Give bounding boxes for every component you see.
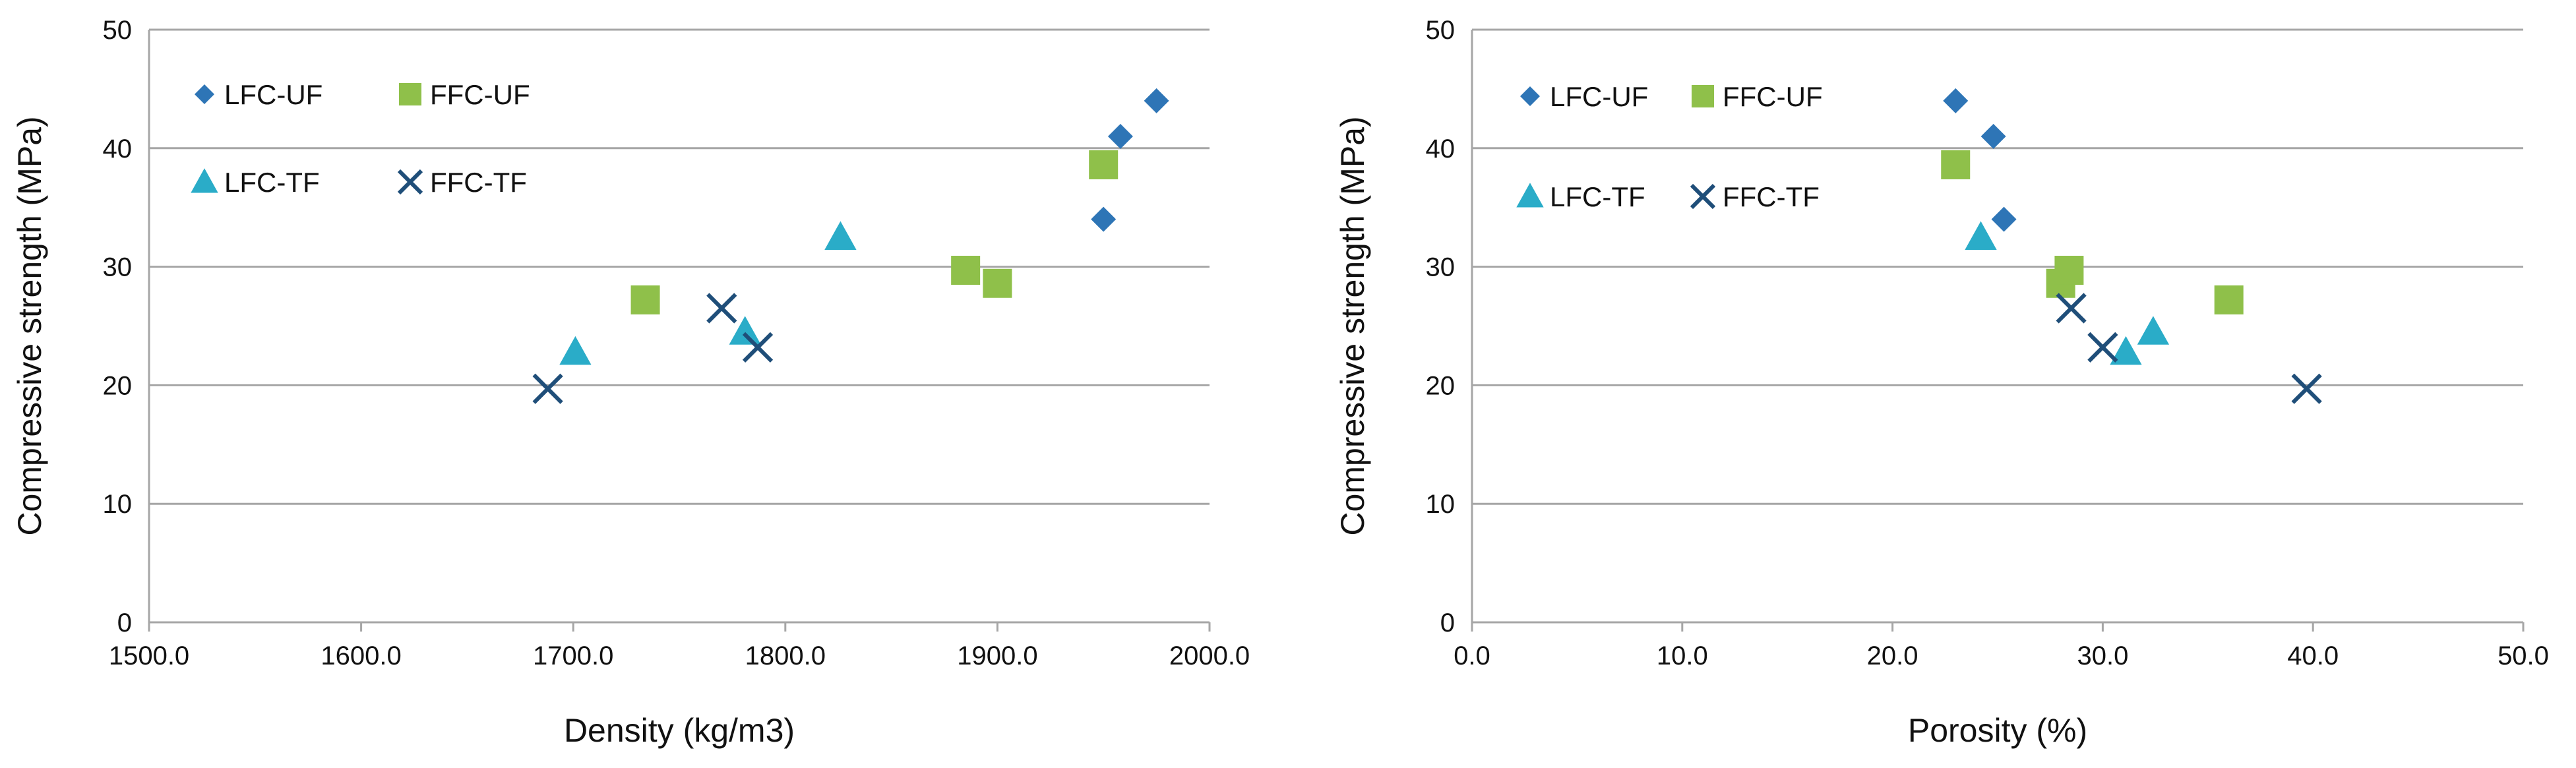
series-lfc-uf xyxy=(1091,88,1169,232)
x-tick-label: 1500.0 xyxy=(109,641,189,670)
legend-marker-ffc-tf xyxy=(397,169,423,195)
data-point-ffc-tf xyxy=(2087,332,2118,363)
data-point-lfc-tf xyxy=(2110,336,2142,365)
data-point-lfc-tf xyxy=(1965,221,1997,250)
y-tick-label: 20 xyxy=(103,371,133,400)
data-point-lfc-tf xyxy=(2137,316,2170,345)
data-point-ffc-uf xyxy=(2054,255,2084,285)
legend-label-ffc-tf: FFC-TF xyxy=(430,167,527,198)
data-point-ffc-uf xyxy=(2214,285,2244,314)
series-ffc-tf xyxy=(2056,293,2322,404)
data-point-ffc-uf xyxy=(983,268,1012,298)
series-lfc-uf xyxy=(1943,88,2017,232)
x-tick-label: 0.0 xyxy=(1454,641,1490,670)
chart-1: 0 10 20 30 40 50 1500.0 1600.0 1700.0 1800.0 1900.… xyxy=(11,16,1250,749)
y-tick-label: 30 xyxy=(1426,253,1456,282)
data-point-ffc-uf xyxy=(951,255,981,285)
y-tick-label: 50 xyxy=(103,16,133,45)
legend-marker-lfc-tf xyxy=(1516,183,1544,208)
data-point-ffc-tf xyxy=(706,293,737,324)
data-point-lfc-uf xyxy=(1943,88,1969,113)
legend-marker-ffc-tf xyxy=(1690,183,1716,210)
y-tick-label: 0 xyxy=(1440,608,1455,637)
legend: LFC-UF FFC-UF LFC-TF FFC-TF xyxy=(1516,81,1823,212)
legend-label-lfc-tf: LFC-TF xyxy=(1550,181,1645,212)
legend-label-lfc-uf: LFC-UF xyxy=(1550,81,1648,112)
legend-label-ffc-uf: FFC-UF xyxy=(430,79,530,110)
legend-label-ffc-tf: FFC-TF xyxy=(1723,181,1820,212)
data-point-ffc-uf xyxy=(1941,150,1971,179)
data-point-lfc-uf xyxy=(1980,123,2006,149)
data-point-lfc-uf xyxy=(1144,88,1169,113)
x-axis-title: Density (kg/m3) xyxy=(564,712,795,749)
legend-label-lfc-uf: LFC-UF xyxy=(224,79,322,110)
x-tick-label: 30.0 xyxy=(2077,641,2128,670)
x-tick-label: 2000.0 xyxy=(1169,641,1250,670)
data-point-ffc-tf xyxy=(532,373,563,404)
x-tick-label: 20.0 xyxy=(1867,641,1918,670)
series-lfc-tf xyxy=(559,221,857,365)
y-tick-label: 0 xyxy=(117,608,132,637)
x-axis-title: Porosity (%) xyxy=(1908,712,2087,749)
x-tick-label: 1600.0 xyxy=(321,641,401,670)
legend-marker-ffc-uf xyxy=(1692,85,1714,107)
data-point-lfc-tf xyxy=(824,221,857,250)
x-tick-label: 10.0 xyxy=(1657,641,1708,670)
legend: LFC-UF FFC-UF LFC-TF FFC-TF xyxy=(191,79,530,198)
legend-marker-lfc-uf xyxy=(195,84,214,104)
y-tick-label: 40 xyxy=(103,134,133,163)
series-ffc-uf xyxy=(1941,150,2244,314)
legend-marker-ffc-uf xyxy=(399,83,421,105)
legend-marker-lfc-uf xyxy=(1520,86,1540,106)
x-tick-label: 50.0 xyxy=(2498,641,2549,670)
data-point-lfc-uf xyxy=(1107,123,1133,149)
data-point-lfc-uf xyxy=(1091,206,1117,232)
y-tick-label: 20 xyxy=(1426,371,1456,400)
chart-2: 0 10 20 30 40 50 0.0 10.0 20.0 30.0 40.0 50.0 Porosi… xyxy=(1334,16,2549,749)
data-point-lfc-tf xyxy=(559,336,592,365)
y-tick-label: 10 xyxy=(103,490,133,519)
legend-marker-lfc-tf xyxy=(191,168,218,193)
data-point-lfc-uf xyxy=(1991,206,2017,232)
data-point-lfc-tf xyxy=(729,316,761,345)
data-point-ffc-uf xyxy=(630,285,660,314)
data-point-ffc-tf xyxy=(2291,373,2322,404)
series-ffc-tf xyxy=(532,293,774,404)
y-tick-label: 40 xyxy=(1426,134,1456,163)
x-tick-label: 1700.0 xyxy=(533,641,613,670)
series-ffc-uf xyxy=(630,150,1119,314)
legend-label-ffc-uf: FFC-UF xyxy=(1723,81,1823,112)
x-tick-label: 1900.0 xyxy=(957,641,1037,670)
x-tick-label: 1800.0 xyxy=(745,641,826,670)
x-tick-label: 40.0 xyxy=(2287,641,2339,670)
y-tick-label: 30 xyxy=(103,253,133,282)
series-lfc-tf xyxy=(1965,221,2170,365)
y-axis-title: Compressive strength (MPa) xyxy=(11,116,48,535)
y-axis-title: Compressive strength (MPa) xyxy=(1334,116,1371,535)
legend-label-lfc-tf: LFC-TF xyxy=(224,167,320,198)
y-tick-label: 50 xyxy=(1426,16,1456,45)
data-point-ffc-uf xyxy=(1089,150,1119,179)
data-point-ffc-tf xyxy=(742,332,774,363)
data-point-ffc-tf xyxy=(2056,293,2087,324)
y-tick-label: 10 xyxy=(1426,490,1456,519)
